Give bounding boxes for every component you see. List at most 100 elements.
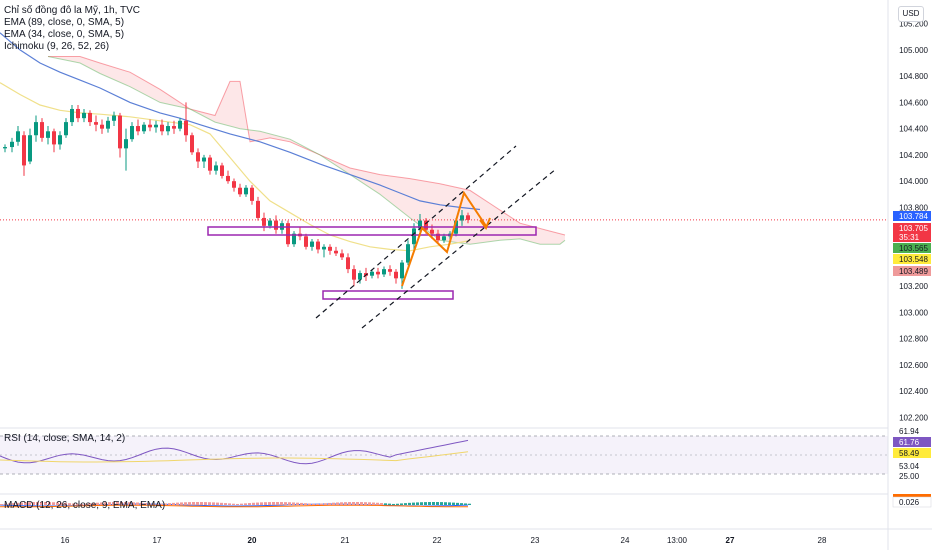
candle-body [190, 135, 194, 152]
candle-body [76, 109, 80, 118]
y-tick-label: 104.000 [899, 177, 928, 186]
candle-body [274, 221, 278, 230]
candle-body [412, 228, 416, 244]
currency-button[interactable]: USD [898, 6, 924, 22]
x-tick-label: 20 [248, 536, 257, 545]
price-badge-label: 103.548 [899, 255, 928, 264]
candle-body [130, 126, 134, 139]
macd-histogram-bar [448, 502, 451, 505]
candle-body [28, 135, 32, 161]
candle-body [238, 188, 242, 195]
x-tick-label: 24 [621, 536, 630, 545]
macd-histogram-bar [348, 502, 351, 505]
candle-body [202, 158, 206, 162]
macd-histogram-bar [352, 502, 355, 505]
macd-histogram-bar [256, 503, 259, 505]
x-tick-label: 28 [818, 536, 827, 545]
legend-symbol: Chỉ số đồng đô la Mỹ, 1h, TVC [4, 5, 140, 17]
macd-badge-label: 0.026 [899, 498, 920, 507]
y-tick-label: 104.800 [899, 72, 928, 81]
candle-body [400, 263, 404, 279]
macd-histogram-bar [388, 504, 391, 505]
macd-histogram-bar [368, 502, 371, 505]
macd-histogram-bar [300, 503, 303, 505]
macd-histogram-bar [184, 502, 187, 505]
macd-histogram-bar [192, 502, 195, 505]
candle-body [442, 236, 446, 240]
macd-histogram-bar [240, 504, 243, 505]
candle-body [256, 201, 260, 218]
macd-histogram-bar [416, 502, 419, 505]
macd-histogram-bar [296, 503, 299, 505]
candle-body [244, 188, 248, 195]
candle-body [184, 121, 188, 135]
candle-body [106, 121, 110, 129]
candle-body [334, 251, 338, 254]
macd-histogram-bar [220, 503, 223, 505]
macd-histogram-bar [356, 502, 359, 505]
candle-body [118, 116, 122, 149]
macd-histogram-bar [168, 503, 171, 505]
macd-histogram-bar [396, 504, 399, 505]
macd-histogram-bar [280, 502, 283, 505]
macd-legend: MACD (12, 26, close, 9, EMA, EMA) [4, 500, 165, 511]
ema-lines [0, 33, 480, 251]
candle-body [40, 122, 44, 138]
candle-body [262, 218, 266, 226]
rsi-badge-label: 53.04 [899, 462, 920, 471]
price-badge-label: 35:31 [899, 233, 920, 242]
candle-body [268, 221, 272, 226]
macd-histogram-bar [232, 504, 235, 505]
candle-body [34, 122, 38, 135]
macd-histogram-bar [324, 503, 327, 505]
candle-body [466, 215, 470, 220]
candle-body [178, 121, 182, 129]
candle-body [100, 125, 104, 129]
candle-body [88, 113, 92, 122]
x-tick-label: 27 [726, 536, 735, 545]
macd-histogram-bar [400, 503, 403, 505]
macd-histogram-bar [336, 502, 339, 505]
candle-body [328, 247, 332, 251]
macd-histogram-bar [420, 502, 423, 505]
candle-body [394, 272, 398, 279]
macd-histogram-bar [236, 504, 239, 505]
candle-body [154, 125, 158, 128]
macd-histogram-bar [308, 504, 311, 505]
macd-histogram-bar [0, 504, 3, 505]
candle-body [232, 181, 236, 188]
macd-histogram-bar [360, 502, 363, 505]
macd-histogram-bar [252, 503, 255, 505]
macd-histogram-bar [208, 502, 211, 505]
support-box [323, 291, 453, 299]
candle-body [346, 257, 350, 269]
macd-histogram-bar [344, 502, 347, 505]
y-tick-label: 102.600 [899, 361, 928, 370]
macd-histogram-bar [380, 503, 383, 505]
macd-histogram-bar [392, 504, 395, 505]
candle-body [148, 125, 152, 128]
candle-body [160, 125, 164, 132]
candle-body [220, 165, 224, 176]
macd-histogram-bar [340, 502, 343, 505]
x-tick-label: 17 [153, 536, 162, 545]
candle-body [70, 109, 74, 122]
y-tick-label: 103.200 [899, 282, 928, 291]
candle-body [208, 158, 212, 171]
candle-body [82, 113, 86, 118]
macd-histogram-bar [248, 503, 251, 505]
price-badge-label: 103.784 [899, 212, 928, 221]
y-tick-label: 102.800 [899, 335, 928, 344]
candle-body [22, 135, 26, 165]
macd-histogram-bar [188, 502, 191, 505]
candle-body [304, 236, 308, 247]
macd-histogram-bar [212, 502, 215, 505]
rsi-tick-label: 61.94 [899, 427, 920, 436]
macd-histogram-bar [304, 503, 307, 505]
candle-body [58, 135, 62, 144]
macd-histogram-bar [228, 503, 231, 505]
legend-ichimoku: Ichimoku (9, 26, 52, 26) [4, 41, 109, 53]
y-tick-label: 105.000 [899, 46, 928, 55]
